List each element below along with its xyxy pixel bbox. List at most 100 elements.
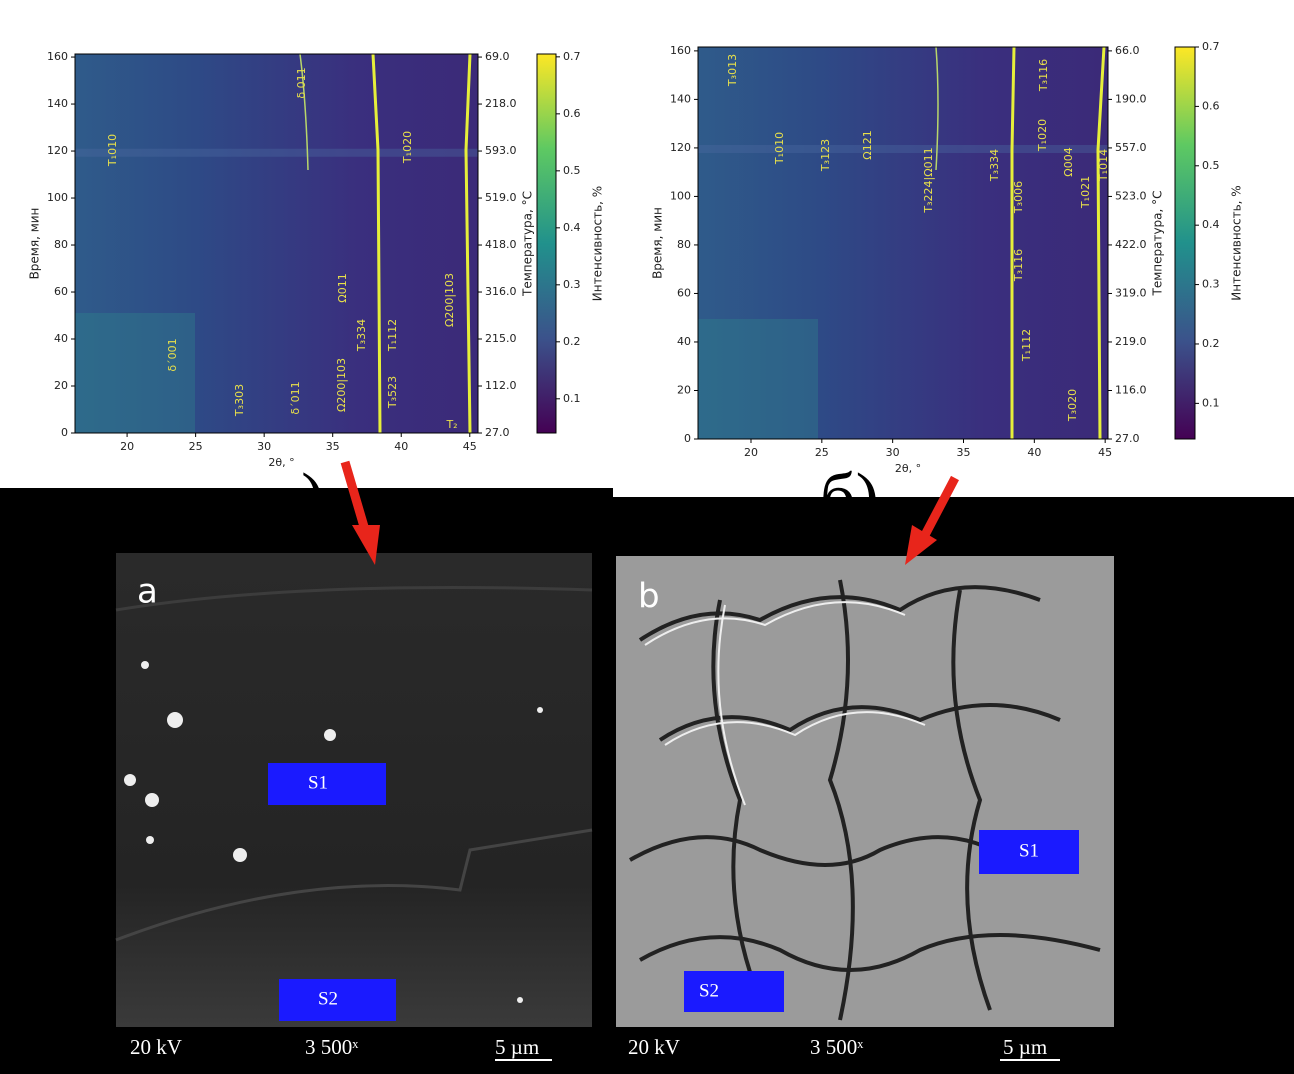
colorbar-label: Интенсивность, %: [1230, 185, 1244, 300]
peak-line: [371, 53, 382, 434]
region-box: [279, 979, 396, 1021]
colorbar-tick-label: 0.5: [563, 164, 581, 177]
colorbar-tick-label: 0.3: [1202, 278, 1220, 291]
axes-frame: [697, 46, 1109, 440]
annotation: T₁020: [1036, 119, 1049, 152]
x-tick-label: 35: [956, 446, 970, 459]
magnification: 3 500ˣ: [810, 1035, 864, 1059]
annotation: T₁021: [1079, 176, 1092, 209]
scale-label: 5 µm: [495, 1035, 539, 1059]
plot-area: [75, 54, 478, 433]
y-tick-label: 100: [47, 191, 68, 204]
annotation: T₃334: [355, 319, 368, 352]
peak-line: [1010, 46, 1016, 439]
annotation: T₃224|Ω011: [922, 147, 935, 213]
region-label: S2: [699, 980, 719, 1001]
x-tick-label: 30: [257, 440, 271, 453]
y2-tick-label: 116.0: [1115, 383, 1147, 396]
plot-area-glow: [698, 319, 818, 439]
x-tick-label: 30: [886, 446, 900, 459]
colorbar-tick-label: 0.7: [1202, 40, 1220, 53]
y-tick-label: 100: [670, 189, 691, 202]
y2-tick-label: 593.0: [485, 144, 517, 157]
grain-boundary: [115, 828, 593, 942]
x-tick-label: 40: [394, 440, 408, 453]
x-axis-label: 2θ, °: [268, 456, 294, 469]
y2-tick-label: 557.0: [1115, 141, 1147, 154]
y-tick-label: 0: [684, 432, 691, 445]
y2-tick-label: 218.0: [485, 97, 517, 110]
annotation: T₃116: [1037, 59, 1050, 92]
y-tick-label: 120: [47, 144, 68, 157]
particles: [124, 661, 543, 1003]
colorbar-tick-label: 0.3: [563, 278, 581, 291]
axes-frame: [74, 53, 479, 434]
annotation: T₃006: [1012, 181, 1025, 214]
annotation: T₁112: [386, 319, 399, 352]
band: [75, 148, 478, 157]
y-tick-label: 20: [54, 379, 68, 392]
arrows: [340, 460, 959, 565]
y-axis-label: Время, мин: [28, 208, 42, 280]
y-tick-label: 40: [54, 332, 68, 345]
annotation: T₁010: [773, 132, 786, 165]
voltage: 20 kV: [130, 1035, 182, 1059]
y-tick-label: 40: [677, 335, 691, 348]
y-tick-label: 160: [47, 50, 68, 63]
y-tick-label: 160: [670, 44, 691, 57]
y2-tick-label: 27.0: [485, 426, 510, 439]
y2-tick-label: 112.0: [485, 379, 517, 392]
plot-area-glow: [75, 313, 195, 433]
colorbar: [1174, 46, 1196, 440]
voltage: 20 kV: [628, 1035, 680, 1059]
y-tick-label: 140: [670, 92, 691, 105]
region-label: S2: [318, 988, 338, 1009]
region-box: [684, 971, 784, 1012]
annotation: T₃523: [386, 376, 399, 409]
x-tick-label: 45: [1098, 446, 1112, 459]
colorbar-tick-label: 0.2: [563, 335, 581, 348]
annotation: δ´011: [289, 381, 302, 414]
y2-tick-label: 69.0: [485, 50, 510, 63]
annotation: T₁020: [401, 131, 414, 164]
y-tick-label: 80: [677, 238, 691, 251]
y-tick-label: 120: [670, 141, 691, 154]
y2-tick-label: 519.0: [485, 191, 517, 204]
annotation: T₃020: [1066, 389, 1079, 422]
y-tick-label: 140: [47, 97, 68, 110]
annotation: T₁010: [106, 134, 119, 167]
y2-tick-label: 422.0: [1115, 238, 1147, 251]
region-box: [979, 830, 1079, 874]
region-label: S1: [308, 772, 328, 793]
annotation: Ω121: [861, 130, 874, 159]
peak-line: [299, 53, 309, 171]
y2-tick-label: 215.0: [485, 332, 517, 345]
annotation: δ´001: [166, 338, 179, 371]
y2-tick-label: 190.0: [1115, 92, 1147, 105]
colorbar-label: Интенсивность, %: [591, 186, 605, 301]
annotation: T₃013: [726, 54, 739, 87]
colorbar-tick-label: 0.1: [563, 392, 581, 405]
annotation: T₃303: [233, 384, 246, 417]
annotation: Ω011: [336, 273, 349, 302]
annotation: T₂: [445, 418, 457, 431]
peak-line: [464, 53, 472, 434]
micrograph-label: b: [638, 577, 660, 617]
y2-tick-label: 27.0: [1115, 432, 1140, 445]
colorbar-tick-label: 0.6: [563, 107, 581, 120]
annotation: Ω200|103: [443, 273, 456, 327]
y2-tick-label: 418.0: [485, 238, 517, 251]
region-label: S1: [1019, 840, 1039, 861]
colorbar: [536, 53, 557, 434]
x-tick-label: 20: [744, 446, 758, 459]
x-tick-label: 25: [189, 440, 203, 453]
colorbar-tick-label: 0.1: [1202, 396, 1220, 409]
grain-network: [644, 601, 926, 806]
annotation: T₃123: [819, 139, 832, 172]
annotation: T₁112: [1020, 329, 1033, 362]
annotation: T₃116: [1012, 249, 1025, 282]
y2-tick-label: 219.0: [1115, 335, 1147, 348]
micrograph-label: a: [137, 572, 158, 612]
y-tick-label: 60: [677, 286, 691, 299]
